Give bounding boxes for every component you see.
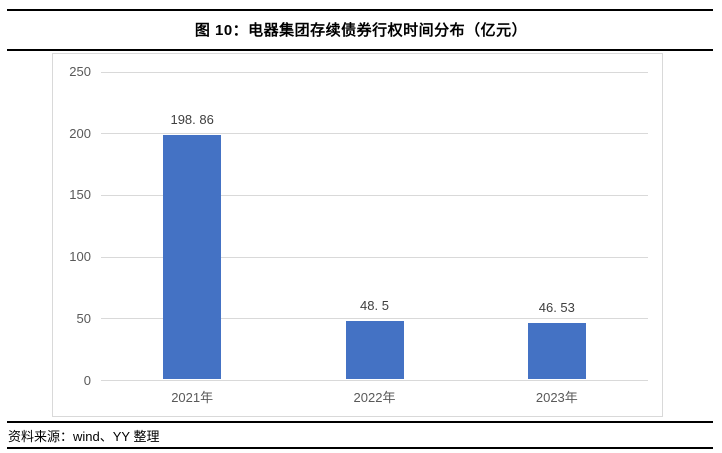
gridline bbox=[101, 318, 648, 320]
x-axis-category-label: 2023年 bbox=[535, 390, 578, 405]
source-note: 资料来源：wind、YY 整理 bbox=[8, 429, 160, 444]
x-axis-category-label: 2022年 bbox=[353, 390, 396, 405]
gridline bbox=[101, 380, 648, 381]
gridline bbox=[101, 71, 648, 73]
bottom-rule bbox=[7, 447, 713, 449]
bar-value-label: 48. 5 bbox=[360, 297, 389, 313]
bar-2022年 bbox=[345, 320, 404, 380]
y-axis-tick-label: 250 bbox=[69, 64, 91, 79]
source-separator-rule bbox=[7, 421, 713, 423]
figure-title: 图 10：电器集团存续债券行权时间分布（亿元） bbox=[194, 22, 528, 39]
gridline bbox=[101, 133, 648, 135]
y-axis-tick-label: 0 bbox=[83, 372, 91, 388]
bar-value-label: 198. 86 bbox=[170, 112, 214, 128]
y-axis-tick-label: 100 bbox=[69, 249, 91, 265]
bar-value-label: 46. 53 bbox=[538, 300, 575, 316]
y-axis-tick-label: 200 bbox=[69, 125, 91, 141]
title-separator-rule bbox=[7, 49, 713, 51]
bar-chart: 0 50 100 150 200 250 198. 86 2021年 48. 5 2022年 46.… bbox=[52, 53, 663, 417]
x-axis-category-label: 2021年 bbox=[171, 390, 214, 405]
y-axis-tick-label: 150 bbox=[69, 187, 91, 203]
top-rule bbox=[7, 9, 713, 11]
y-axis-tick-label: 50 bbox=[76, 310, 91, 326]
gridline bbox=[101, 194, 648, 196]
gridline bbox=[101, 256, 648, 258]
bar-2021年 bbox=[163, 135, 222, 380]
bar-2023年 bbox=[527, 323, 586, 380]
